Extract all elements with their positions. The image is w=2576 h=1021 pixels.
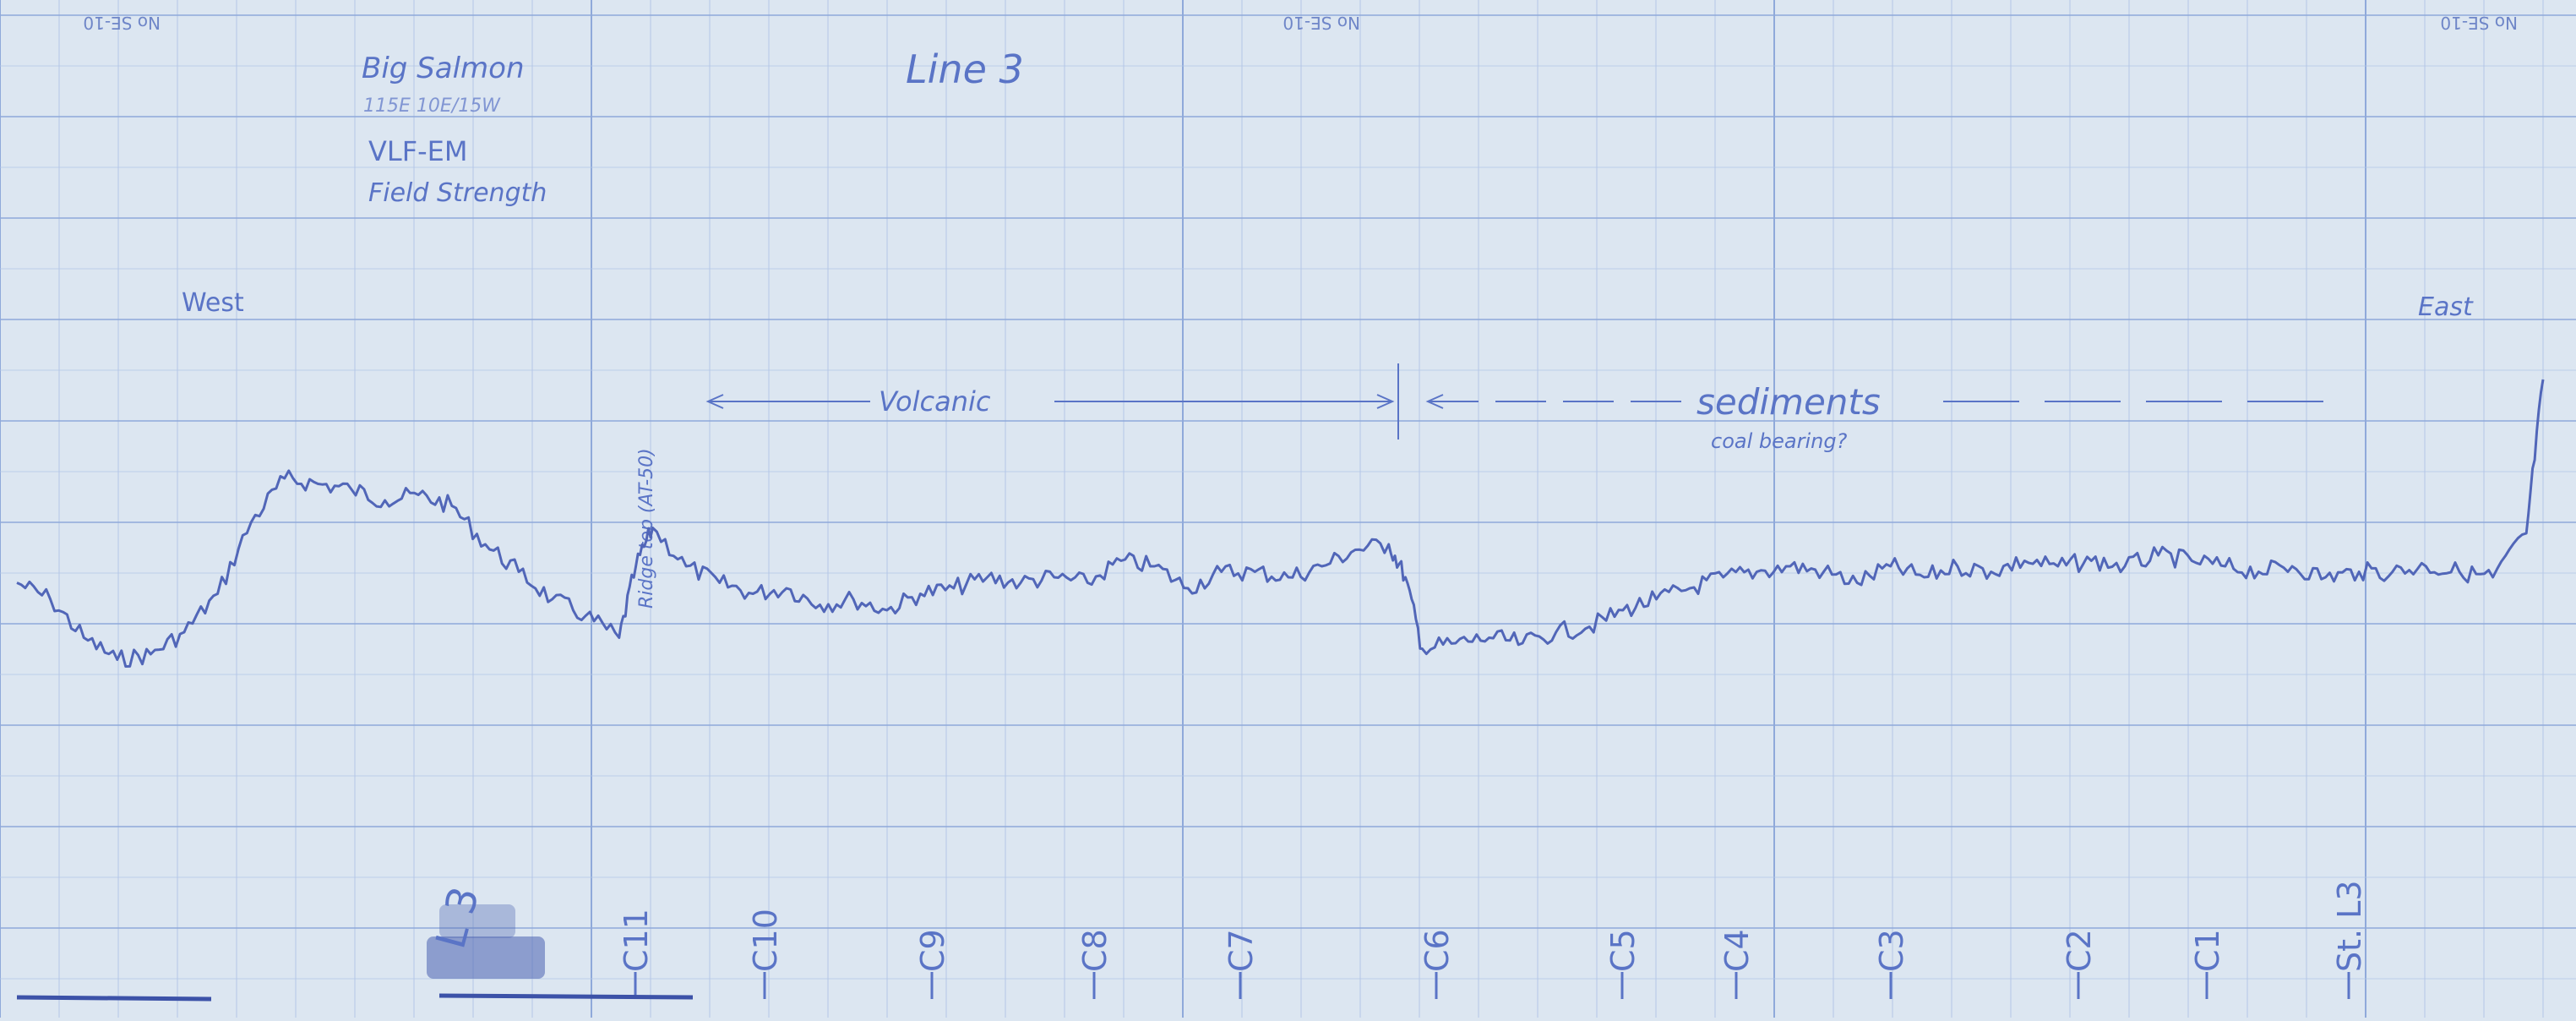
station-label: C10 bbox=[747, 909, 784, 972]
zone-volcanic-label: Volcanic bbox=[879, 385, 991, 418]
chart-subtitle-1: Field Strength bbox=[368, 178, 547, 208]
station-label: C6 bbox=[1419, 929, 1456, 972]
zone-sediments-note: coal bearing? bbox=[1711, 429, 1848, 453]
station-label: C2 bbox=[2061, 929, 2098, 972]
station-label: C9 bbox=[914, 929, 951, 972]
direction-east: East bbox=[2418, 292, 2474, 322]
station-label: C7 bbox=[1223, 929, 1260, 972]
zone-sediments-label: sediments bbox=[1696, 381, 1881, 423]
chart-header-note-0: Big Salmon bbox=[362, 52, 525, 85]
station-label: C4 bbox=[1718, 929, 1756, 972]
chart-title: Line 3 bbox=[906, 46, 1024, 92]
field-strength-trace bbox=[16, 379, 2545, 668]
station-label: St. L3 bbox=[2331, 880, 2368, 972]
paper-header-code-left: No SE-10 bbox=[83, 13, 161, 33]
station-labels: C11 C10 C9 C8 C7 C6 C5 C4 C3 C2 C1 St. L3 bbox=[618, 880, 2368, 999]
station-label: C3 bbox=[1873, 929, 1910, 972]
direction-west: West bbox=[182, 288, 244, 318]
station-label: C5 bbox=[1604, 929, 1642, 972]
paper-header-code-right: No SE-10 bbox=[2440, 13, 2518, 33]
paper-header-code-center: No SE-10 bbox=[1283, 13, 1360, 33]
chart-subtitle-0: VLF-EM bbox=[368, 135, 468, 167]
bottom-edge-marks bbox=[16, 993, 694, 1002]
station-label: C11 bbox=[618, 909, 655, 972]
volcanic-zone-arrow bbox=[705, 363, 2349, 440]
chart-header-note-1: 115E 10E/15W bbox=[363, 96, 501, 117]
station-label: C8 bbox=[1076, 929, 1114, 972]
station-label: C1 bbox=[2189, 929, 2226, 972]
ink-smudge bbox=[427, 904, 545, 979]
